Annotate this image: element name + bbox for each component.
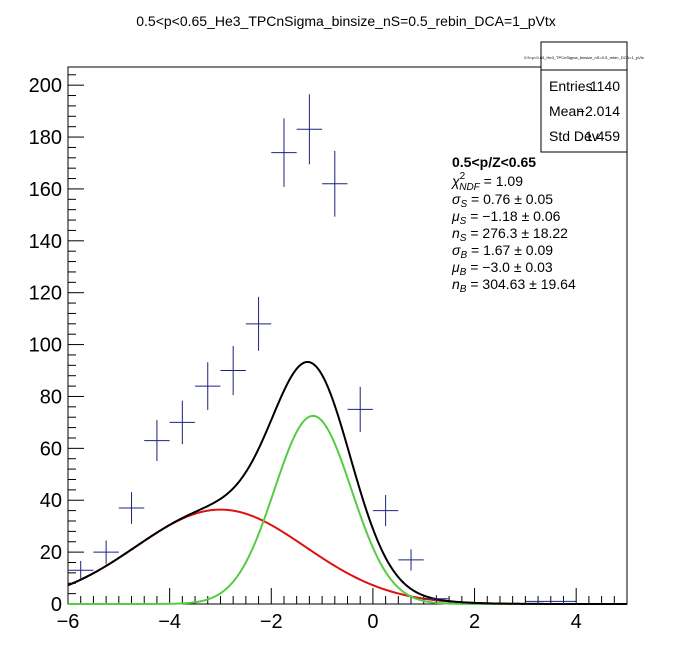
fit-parameters-legend: 0.5<p/Z<0.65 χ2 NDF = 1.09 σS = 0.76 ± 0.… <box>450 154 576 295</box>
data-point <box>322 150 348 217</box>
background-fit-curve <box>67 508 627 605</box>
x-axis: −6 −4 −2 0 2 4 <box>57 588 628 633</box>
param-symbol: σ <box>452 191 461 207</box>
fit-legend-mu-s: μS = −1.18 ± 0.06 <box>451 208 561 227</box>
data-point <box>195 362 221 410</box>
data-point <box>220 345 246 396</box>
chi2-sup: 2 <box>460 171 466 182</box>
stats-entries-label: Entries <box>549 78 593 94</box>
x-tick-label: −6 <box>57 611 80 633</box>
param-value: = 304.63 ± 19.64 <box>466 276 575 292</box>
data-point <box>296 94 323 165</box>
fit-legend-n-s: nS = 276.3 ± 18.22 <box>452 225 568 244</box>
y-tick-label: 80 <box>40 386 62 408</box>
param-symbol: μ <box>451 208 460 224</box>
param-symbol: σ <box>452 242 461 258</box>
stats-stddev-label: Std Dev <box>549 128 599 144</box>
data-point <box>271 118 297 187</box>
fit-legend-sigma-s: σS = 0.76 ± 0.05 <box>452 191 553 210</box>
data-point <box>118 492 145 524</box>
data-point <box>245 296 272 351</box>
data-point <box>347 386 373 433</box>
y-tick-label: 120 <box>29 283 62 305</box>
y-axis: 0 20 40 60 80 100 120 140 160 180 200 <box>29 74 84 616</box>
param-sub: S <box>460 199 467 210</box>
param-sub: B <box>460 250 467 261</box>
fit-legend-n-b: nB = 304.63 ± 19.64 <box>452 276 576 295</box>
stats-stddev-value: 1.459 <box>585 128 620 144</box>
fit-curves <box>67 360 627 605</box>
y-tick-label: 160 <box>29 179 62 201</box>
data-point <box>423 595 450 603</box>
chart-title: 0.5<p<0.65_He3_TPCnSigma_binsize_nS=0.5_… <box>136 13 556 29</box>
stats-mean-label: Mean <box>549 103 584 119</box>
fit-legend-sigma-b: σB = 1.67 ± 0.09 <box>452 242 553 261</box>
data-point <box>144 420 170 462</box>
y-tick-label: 0 <box>51 594 62 616</box>
fit-legend-chi2: χ2 NDF = 1.09 <box>450 171 523 193</box>
param-value: = −3.0 ± 0.03 <box>466 259 553 275</box>
y-tick-label: 20 <box>40 542 62 564</box>
data-points <box>68 94 577 604</box>
data-point <box>169 400 196 445</box>
data-point <box>525 598 551 604</box>
stats-box-frame <box>540 41 628 153</box>
stats-box: 0.5<p<0.65_He3_TPCnSigma_binsize_nS=0.5_… <box>524 41 644 153</box>
chi2-sub: NDF <box>459 182 480 193</box>
x-tick-label: 0 <box>367 611 378 633</box>
param-sub: B <box>460 284 467 295</box>
stats-entries-value: 1140 <box>590 78 620 94</box>
stats-box-title: 0.5<p<0.65_He3_TPCnSigma_binsize_nS=0.5_… <box>524 55 644 60</box>
x-tick-label: −4 <box>158 611 181 633</box>
y-tick-label: 180 <box>29 127 62 149</box>
y-tick-label: 40 <box>40 490 62 512</box>
param-value: = 0.76 ± 0.05 <box>467 191 553 207</box>
y-tick-label: 100 <box>29 335 62 357</box>
fit-legend-mu-b: μB = −3.0 ± 0.03 <box>451 259 553 278</box>
param-sub: S <box>460 216 467 227</box>
y-tick-label: 60 <box>40 438 62 460</box>
param-symbol: n <box>452 276 460 292</box>
param-sub: S <box>460 233 467 244</box>
chi2-symbol: χ <box>450 173 460 189</box>
param-symbol: μ <box>451 259 460 275</box>
chi2-value: = 1.09 <box>480 173 523 189</box>
param-value: = 1.67 ± 0.09 <box>467 242 553 258</box>
y-tick-label: 140 <box>29 231 62 253</box>
x-tick-label: 2 <box>469 611 480 633</box>
data-point <box>372 495 399 527</box>
total-fit-curve <box>67 360 627 605</box>
x-tick-label: −2 <box>260 611 283 633</box>
param-sub: B <box>460 267 467 278</box>
param-symbol: n <box>452 225 460 241</box>
y-tick-label: 200 <box>29 75 62 97</box>
stats-mean-value: −2.014 <box>577 103 620 119</box>
data-point <box>398 549 424 571</box>
x-tick-label: 4 <box>571 611 582 633</box>
param-value: = −1.18 ± 0.06 <box>466 208 560 224</box>
data-point <box>93 540 119 564</box>
param-value: = 276.3 ± 18.22 <box>466 225 568 241</box>
data-point <box>68 560 94 580</box>
data-point <box>550 598 577 604</box>
fit-legend-header: 0.5<p/Z<0.65 <box>452 154 536 170</box>
